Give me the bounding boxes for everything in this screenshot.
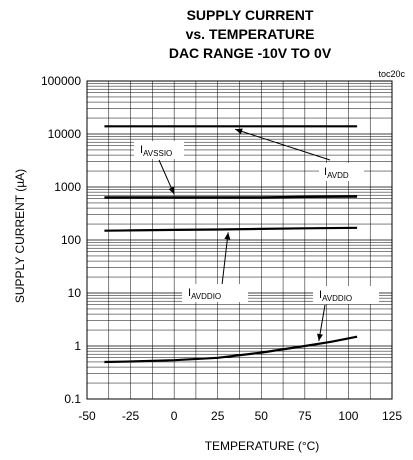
x-tick-label: 25 <box>211 409 225 423</box>
annotation-label: IAVDD <box>324 166 349 180</box>
annotation-main: I <box>140 144 143 156</box>
chart-title-line-2: vs. TEMPERATURE <box>185 26 315 42</box>
x-tick-label: 75 <box>298 409 312 423</box>
annotation-label: IAVDDIO <box>188 287 221 301</box>
plot-frame <box>86 80 393 400</box>
annotation-box <box>182 284 248 302</box>
grid-lines <box>87 81 392 399</box>
annotation-box <box>134 141 184 159</box>
annotation-main: I <box>324 166 327 178</box>
x-tick-label: 50 <box>255 409 269 423</box>
leader-avdd <box>234 128 331 161</box>
y-tick-label: 10 <box>68 286 82 300</box>
annotation-box <box>313 286 379 304</box>
y-tick-label: 100 <box>61 233 81 247</box>
annotation-subscript: AVDDIO <box>322 294 352 303</box>
y-tick-label: 10000 <box>48 127 82 141</box>
annotation-label: IAVSSIO <box>140 144 172 158</box>
annotation-leaders <box>158 128 331 342</box>
series-line-3 <box>104 226 358 232</box>
series-lines <box>104 125 358 364</box>
y-tick-label: 100000 <box>41 74 81 88</box>
chart-code-label: toc20c <box>378 69 405 79</box>
annotation-main: I <box>188 287 191 299</box>
series-line-4 <box>104 335 358 364</box>
chart-title-line-3: DAC RANGE -10V TO 0V <box>168 45 332 61</box>
chart-title-line-1: SUPPLY CURRENT <box>186 7 314 23</box>
y-tick-label: 1000 <box>54 180 81 194</box>
annotation-subscript: AVSSIO <box>143 149 172 158</box>
annotation-main: I <box>319 289 322 301</box>
x-tick-label: -25 <box>122 409 140 423</box>
y-tick-label: 0.1 <box>64 392 81 406</box>
annotation-box <box>319 163 364 181</box>
y-tick-labels: 0.1 1 10 100 1000 10000 100000 <box>41 74 81 406</box>
leader-avddio-upper-head <box>224 232 231 240</box>
leader-avdd-head <box>235 128 243 135</box>
x-tick-label: -50 <box>78 409 96 423</box>
annotation-subscript: AVDDIO <box>191 292 221 301</box>
y-axis-label: SUPPLY CURRENT (µA) <box>13 169 27 303</box>
series-line-2 <box>104 195 358 199</box>
leader-avssio-head <box>168 186 175 195</box>
leader-avddio-upper <box>221 232 229 286</box>
x-tick-label: 125 <box>382 409 402 423</box>
x-tick-label: 0 <box>171 409 178 423</box>
x-tick-label: 100 <box>338 409 358 423</box>
leader-avddio-lower-head <box>317 333 323 342</box>
x-axis-label: TEMPERATURE (°C) <box>205 439 320 453</box>
annotation-label: IAVDDIO <box>319 289 352 303</box>
y-tick-label: 1 <box>74 339 81 353</box>
annotation-subscript: AVDD <box>327 171 349 180</box>
x-tick-labels: -50 -25 0 25 50 75 100 125 <box>78 409 402 423</box>
